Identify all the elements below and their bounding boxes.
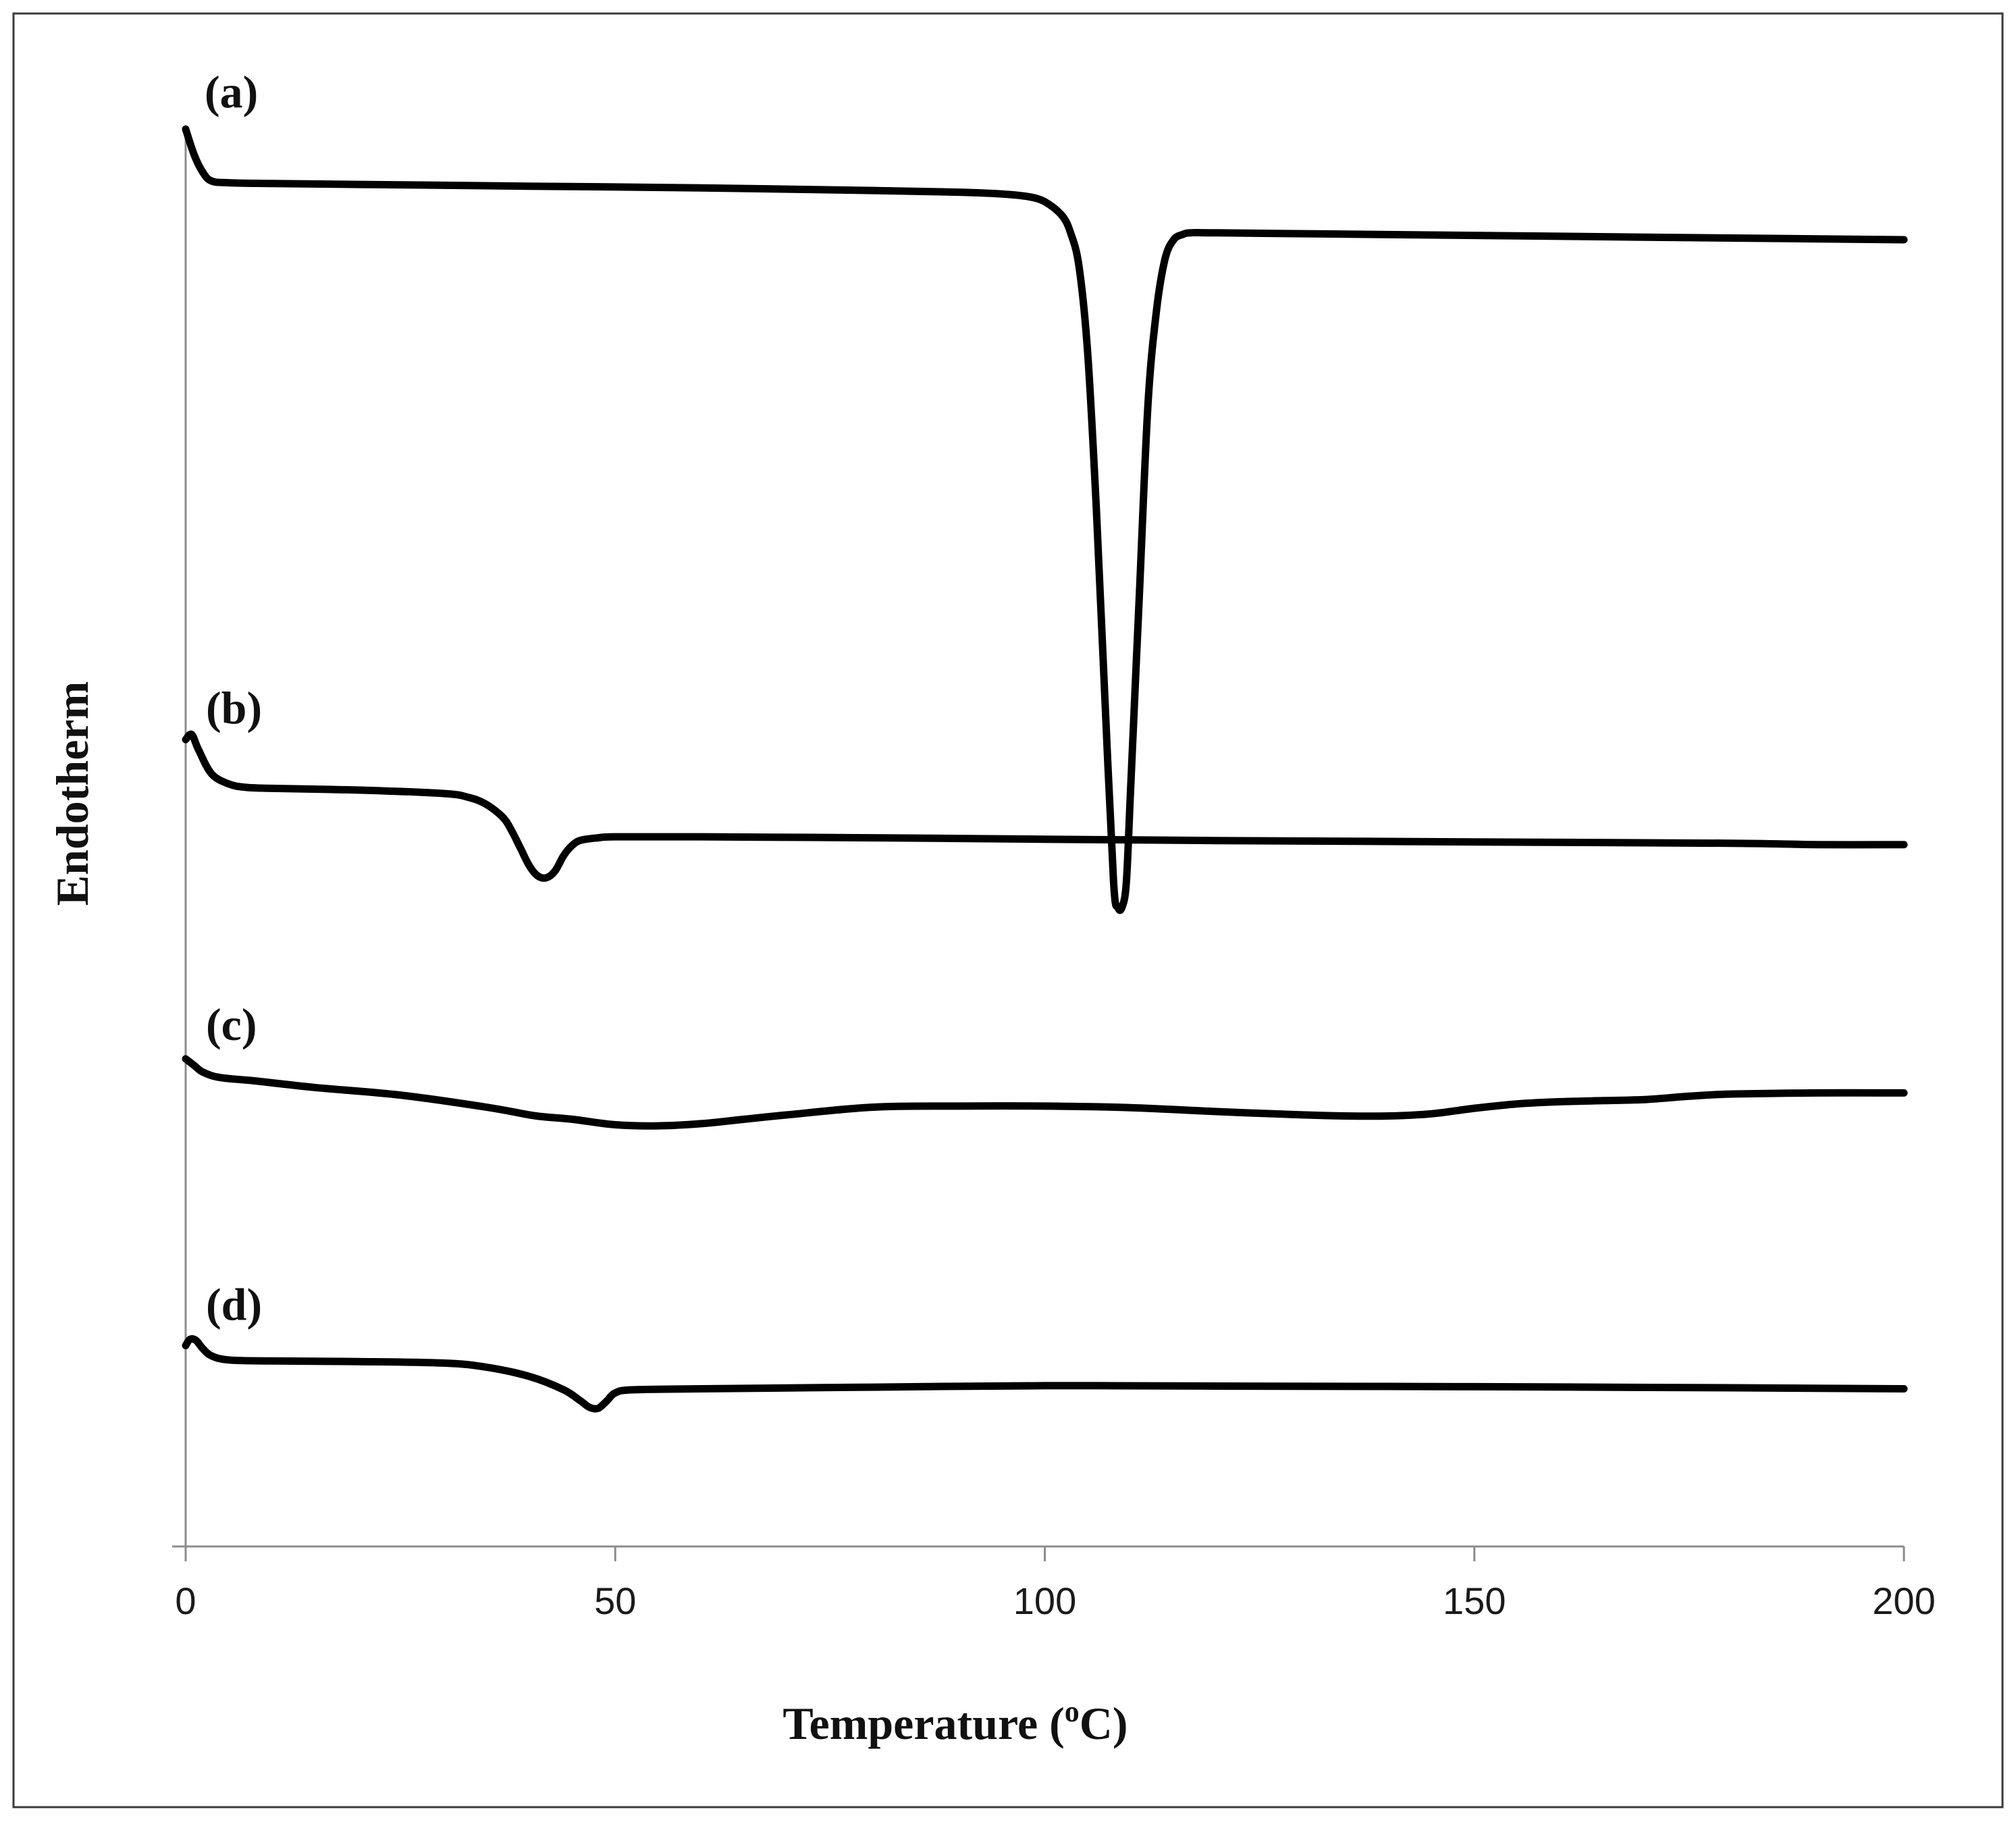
x-tick-label: 100 [1013,1580,1076,1622]
series-label-c: (c) [206,999,257,1050]
figure-frame [12,12,2004,1808]
series-labels: (a) (b) (c) (d) [205,66,262,1330]
x-tick-label: 0 [175,1580,196,1622]
thermogram-trace-a [182,125,1908,914]
series-label-b: (b) [206,682,262,733]
x-axis-ticks: 0 50 100 150 200 [175,1546,1936,1622]
x-tick-label: 200 [1872,1580,1935,1622]
series-label-d: (d) [206,1278,262,1330]
thermogram-trace-c [182,1055,1908,1130]
x-tick-label: 150 [1443,1580,1506,1622]
y-axis-title: Endotherm [47,681,98,906]
thermogram-trace-d [182,1335,1908,1413]
series-label-a: (a) [205,66,258,118]
x-axis-title: Temperature (oC) [782,1695,1128,1749]
thermogram-trace-b [182,730,1908,882]
thermogram-traces [182,125,1908,1413]
x-tick-label: 50 [594,1580,636,1622]
